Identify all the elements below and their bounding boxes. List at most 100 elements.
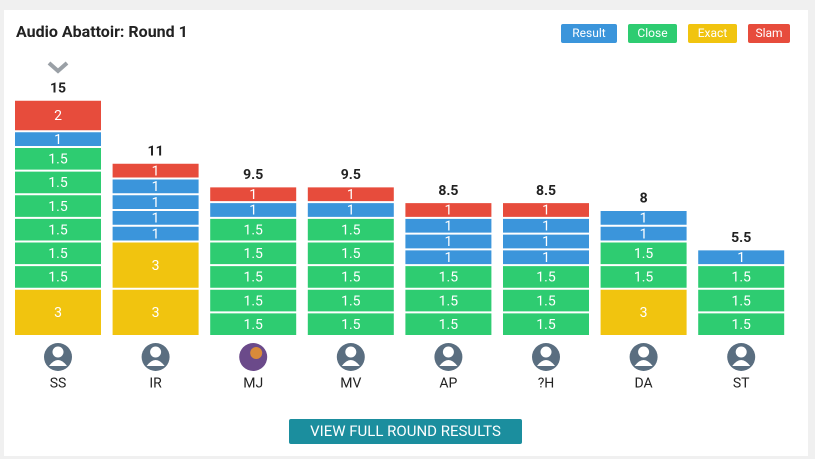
segment — [210, 313, 297, 335]
avatar-body — [146, 360, 165, 366]
segment — [112, 289, 199, 335]
segment-label: 1 — [444, 234, 452, 250]
segment — [698, 313, 785, 335]
segment — [405, 313, 492, 335]
segment-label: 3 — [54, 305, 62, 321]
segment — [698, 289, 785, 312]
segment — [600, 211, 687, 225]
segment-label: 1 — [444, 218, 452, 234]
segment — [210, 289, 297, 312]
segment-label: 1 — [444, 250, 452, 266]
segment-label: 1.5 — [48, 175, 68, 191]
segment — [503, 250, 589, 265]
segment-label: 1.5 — [536, 317, 556, 333]
segment — [698, 266, 785, 288]
chart-title: Audio Abattoir: Round 1 — [16, 22, 188, 41]
segment-label: 1.5 — [48, 246, 68, 262]
legend-label: Slam — [755, 26, 782, 40]
total-label: 9.5 — [341, 167, 361, 183]
segment — [503, 203, 589, 217]
results-button[interactable] — [289, 419, 522, 444]
segment — [112, 242, 199, 288]
segment — [307, 289, 394, 312]
segment-label: 3 — [640, 305, 648, 321]
segment-label: 1 — [152, 179, 160, 195]
segment — [112, 179, 199, 194]
segment — [698, 250, 785, 265]
legend-badge — [561, 24, 617, 43]
segment — [405, 218, 492, 233]
avatar-body — [341, 360, 360, 366]
player-name: ST — [733, 376, 750, 392]
segment-label: 1.5 — [731, 270, 751, 286]
chevron — [47, 61, 69, 74]
segment — [210, 187, 297, 202]
segment-label: 1 — [640, 226, 648, 242]
segment — [15, 266, 101, 288]
segment — [405, 203, 492, 217]
segment — [307, 203, 394, 217]
segment — [15, 218, 101, 241]
segment — [210, 242, 297, 265]
segment — [503, 266, 589, 288]
segment-label: 1.5 — [536, 293, 556, 309]
segment-label: 1.5 — [439, 293, 459, 309]
player-name: IR — [149, 376, 162, 392]
segment — [307, 218, 394, 241]
segment-label: 1.5 — [536, 270, 556, 286]
segment-label: 1 — [152, 226, 160, 242]
segment-label: 1.5 — [731, 293, 751, 309]
segment-label: 1 — [152, 163, 160, 179]
segment — [15, 242, 101, 265]
segment — [405, 234, 492, 249]
avatar-head — [735, 346, 747, 358]
results-button-label[interactable]: VIEW FULL ROUND RESULTS — [310, 422, 501, 440]
avatar-head — [52, 346, 64, 358]
segment-label: 1.5 — [439, 270, 459, 286]
segment-label: 1 — [542, 250, 550, 266]
segment-label: 1.5 — [634, 270, 654, 286]
legend-badge — [688, 24, 737, 43]
segment — [405, 289, 492, 312]
segment-label: 3 — [152, 305, 160, 321]
segment — [15, 171, 101, 194]
segment-label: 1.5 — [439, 317, 459, 333]
segment-label: 1 — [152, 195, 160, 211]
segment-label: 3 — [152, 258, 160, 274]
segment — [15, 132, 101, 146]
segment — [112, 195, 199, 209]
player-name: MV — [340, 376, 361, 392]
segment — [210, 266, 297, 288]
segment — [307, 313, 394, 335]
avatar-head — [540, 346, 552, 358]
segment-label: 1.5 — [48, 222, 68, 238]
segment — [307, 242, 394, 265]
segment — [15, 100, 101, 131]
legend-label: Close — [637, 26, 667, 40]
segment-label: 1.5 — [634, 246, 654, 262]
segment-label: 1 — [542, 218, 550, 234]
avatar-body — [49, 360, 67, 366]
segment-label: 1.5 — [341, 293, 361, 309]
segment — [210, 218, 297, 241]
segment — [112, 163, 199, 178]
segment-label: 1 — [347, 203, 355, 219]
segment — [15, 148, 101, 170]
avatar-body — [634, 360, 653, 366]
segment — [112, 211, 199, 225]
segment-label: 1 — [347, 187, 355, 203]
segment-label: 1 — [542, 234, 550, 250]
total-label: 8.5 — [536, 183, 556, 199]
segment-label: 1.5 — [48, 199, 68, 215]
segment-label: 1 — [54, 132, 62, 148]
segment-label: 1.5 — [243, 270, 263, 286]
total-label: 9.5 — [243, 167, 263, 183]
legend-badge — [748, 24, 790, 43]
avatar-head — [150, 346, 162, 358]
segment-label: 1.5 — [731, 317, 751, 333]
segment — [307, 266, 394, 288]
segment — [307, 187, 394, 202]
avatar-head — [442, 346, 454, 358]
segment-label: 2 — [54, 108, 62, 124]
